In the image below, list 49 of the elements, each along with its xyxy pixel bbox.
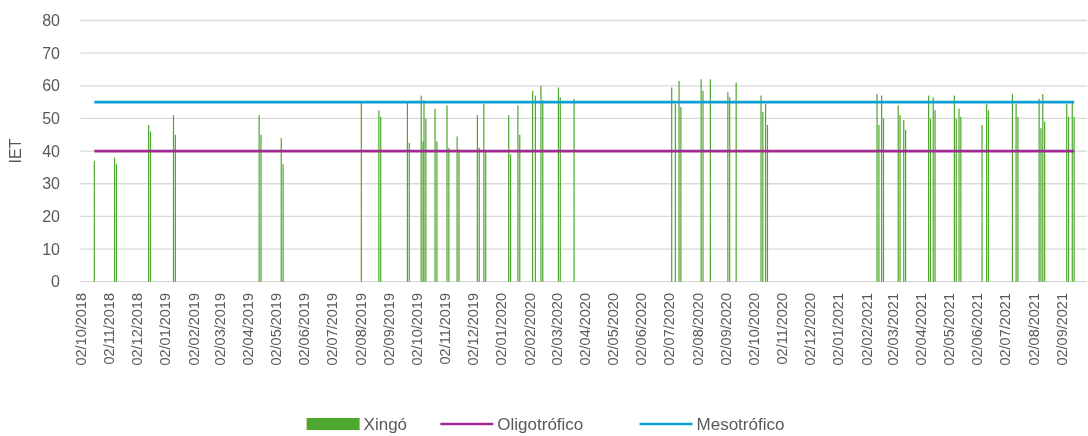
x-tick-label: 02/03/2019 <box>211 293 228 366</box>
x-tick-label: 02/07/2021 <box>997 293 1014 366</box>
x-tick-label: 02/11/2019 <box>437 293 454 365</box>
x-tick-label: 02/03/2020 <box>548 293 565 366</box>
y-tick-label: 10 <box>42 240 61 258</box>
x-tick-label: 02/01/2021 <box>830 293 847 366</box>
y-tick-label: 40 <box>42 142 61 160</box>
x-tick-label: 02/04/2020 <box>577 293 594 366</box>
x-tick-label: 02/05/2019 <box>267 293 284 366</box>
y-tick-label: 30 <box>42 175 61 193</box>
x-tick-label: 02/09/2019 <box>381 293 398 366</box>
x-tick-label: 02/08/2019 <box>352 293 369 366</box>
x-tick-label: 02/05/2020 <box>604 293 621 366</box>
x-tick-label: 02/04/2021 <box>913 293 930 366</box>
x-tick-label: 02/01/2020 <box>493 293 510 366</box>
x-tick-label: 02/07/2020 <box>661 293 677 366</box>
x-tick-label: 02/10/2019 <box>408 293 425 366</box>
x-tick-label: 02/09/2020 <box>718 293 735 366</box>
x-tick-label: 02/03/2021 <box>884 293 901 366</box>
y-axis-title: IET <box>6 138 24 164</box>
x-tick-label: 02/06/2021 <box>969 293 986 366</box>
legend-label: Xingó <box>363 414 408 434</box>
x-tick-label: 02/08/2021 <box>1025 293 1042 366</box>
x-tick-label: 02/02/2021 <box>858 293 875 366</box>
x-tick-label: 02/05/2021 <box>940 293 957 366</box>
x-tick-label: 02/01/2019 <box>157 293 174 366</box>
x-tick-label: 02/06/2019 <box>296 293 313 366</box>
x-tick-label: 02/06/2020 <box>633 293 650 366</box>
y-tick-label: 70 <box>42 44 61 62</box>
x-tick-label: 02/07/2019 <box>323 293 340 366</box>
x-tick-label: 02/11/2018 <box>101 293 118 365</box>
x-tick-label: 02/10/2018 <box>72 293 89 366</box>
x-tick-label: 02/12/2019 <box>464 293 481 366</box>
x-tick-label: 02/08/2020 <box>689 293 706 366</box>
x-tick-label: 02/12/2020 <box>801 293 818 366</box>
x-tick-label: 02/02/2020 <box>521 293 538 366</box>
x-tick-label: 02/10/2020 <box>745 293 762 366</box>
x-tick-label: 02/09/2021 <box>1054 293 1071 366</box>
legend-label: Oligotrófico <box>497 414 584 434</box>
x-tick-label: 02/11/2020 <box>774 293 791 365</box>
x-tick-label: 02/04/2019 <box>240 293 257 366</box>
y-tick-label: 50 <box>42 110 61 128</box>
x-tick-label: 02/12/2018 <box>128 293 145 366</box>
y-tick-label: 60 <box>42 77 61 95</box>
x-tick-label: 02/02/2019 <box>185 293 202 366</box>
legend-label: Mesotrófico <box>696 414 785 434</box>
y-tick-label: 80 <box>42 12 61 30</box>
y-tick-label: 20 <box>42 208 61 225</box>
y-tick-label: 0 <box>51 273 61 291</box>
